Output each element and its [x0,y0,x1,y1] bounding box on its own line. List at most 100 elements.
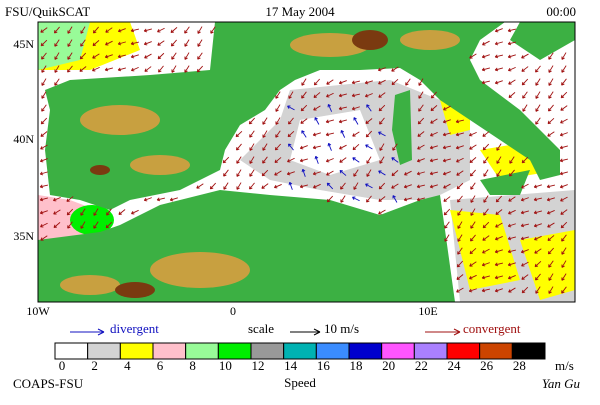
colorbar-swatch [119,342,154,360]
wind-arrow [39,158,48,163]
colorbar-swatch [479,342,513,360]
wind-arrow [520,236,529,241]
wind-arrow [351,80,360,85]
wind-arrow [546,210,555,215]
wind-arrow [546,197,555,202]
wind-arrow [353,182,359,190]
wind-arrow [378,131,386,137]
wind-arrow [326,79,334,85]
colorbar-label: 26 [480,358,494,373]
arrow-head [453,328,461,336]
wind-arrow [481,67,490,72]
wind-arrow [455,132,464,137]
wind-arrow [521,286,529,294]
wind-arrow [312,132,321,137]
wind-arrow [494,54,503,59]
wind-arrow [547,235,555,242]
wind-arrow [418,78,424,86]
wind-arrow [456,182,464,190]
map [38,22,575,302]
wind-arrow [143,28,152,33]
wind-arrow [80,208,86,216]
wind-arrow [313,105,321,111]
scale-label: scale [248,321,274,336]
wind-arrow [535,78,541,86]
colorbar-swatch [446,342,481,360]
wind-arrow [170,27,178,34]
colorbar-label: 20 [382,358,395,373]
wind-arrow [366,169,372,177]
wind-arrow [365,130,373,138]
wind-arrow [67,39,73,47]
wind-arrow [494,41,503,46]
wind-arrow [534,235,542,241]
wind-arrow [483,156,489,164]
wind-arrow [494,249,503,254]
wind-arrow [327,103,333,112]
wind-arrow [196,183,204,189]
wind-arrow [507,209,516,215]
wind-arrow [548,260,554,268]
convergent-label: convergent [463,321,521,336]
wind-arrow [40,39,48,47]
wind-arrow [548,52,554,60]
wind-arrow [468,288,477,293]
wind-arrow [430,91,437,99]
wind-arrow [444,234,450,242]
wind-arrow [455,119,464,124]
wind-arrow [300,118,308,124]
wind-arrow [67,26,73,34]
wind-arrow [274,157,282,164]
wind-arrow [365,118,373,124]
wind-arrow [455,145,464,150]
wind-arrow [443,196,451,202]
wind-arrow [379,117,385,125]
wind-arrow [508,79,516,85]
wind-arrow [547,104,554,112]
wind-arrow [312,145,321,150]
wind-arrow [53,222,61,229]
wind-arrow [104,54,113,59]
wind-arrow [365,183,373,189]
wind-arrow [274,170,282,176]
legend: divergent scale 10 m/s convergent [70,321,521,336]
wind-arrow [494,275,503,280]
wind-arrow [457,247,463,255]
wind-arrow [378,104,386,112]
wind-arrow [275,117,281,125]
wind-arrow [507,249,516,254]
wind-arrow [508,196,516,202]
wind-arrow [325,132,334,137]
wind-arrow [91,66,100,72]
wind-arrow [561,52,567,60]
wind-arrow [559,158,568,163]
wind-arrow [520,210,529,215]
wind-arrow [157,52,165,60]
lat-label: 35N [13,229,34,243]
wind-arrow [105,221,113,229]
footer-left: COAPS-FSU [13,376,84,391]
wind-arrow [391,183,399,189]
wind-arrow [299,145,308,150]
wind-arrow [443,105,451,111]
wind-arrow [196,65,204,73]
wind-arrow [93,221,99,229]
wind-arrow [54,78,60,86]
wind-arrow [287,130,295,138]
wind-arrow [405,78,411,86]
scale-arrow-head [313,328,321,336]
scale-value: 10 m/s [324,321,359,336]
wind-arrow [520,249,529,254]
wind-arrow [560,105,568,111]
wind-arrow [130,66,139,72]
wind-arrow [392,143,398,151]
wind-arrow [521,274,529,280]
colorbar: 0 2 4 6 8 10 12 14 16 18 20 22 24 26 28 [54,342,546,373]
wind-arrow [67,65,73,73]
wind-arrow [340,130,346,138]
wind-arrow [482,235,490,241]
wind-arrow [288,143,294,151]
wind-arrow [416,171,425,176]
colorbar-label: 12 [252,358,265,373]
